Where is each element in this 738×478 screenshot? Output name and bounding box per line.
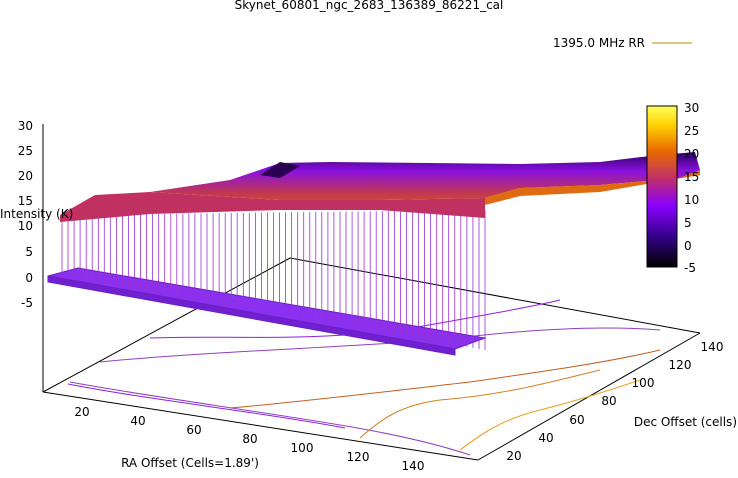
back-left-edge xyxy=(42,257,291,393)
y-tick-label: 20 xyxy=(506,449,521,463)
y-axis-label: Dec Offset (cells) xyxy=(634,415,737,429)
y-tick-label: 120 xyxy=(669,358,692,372)
contour-line xyxy=(69,381,471,456)
chart-title: Skynet_60801_ngc_2683_136389_86221_cal xyxy=(235,0,504,12)
x-axis-label: RA Offset (Cells=1.89') xyxy=(121,456,259,470)
z-tick-label: 15 xyxy=(18,194,33,208)
z-tick-label: 20 xyxy=(18,169,33,183)
y-tick-label: 80 xyxy=(601,394,616,408)
x-tick-label: 20 xyxy=(74,405,89,419)
x-axis-ticks: 20 40 60 80 100 120 140 xyxy=(74,405,424,473)
z-axis-label: Intensity (K) xyxy=(0,207,73,221)
z-axis-ticks: 30 25 20 15 10 5 0 -5 xyxy=(18,119,33,310)
contour-line xyxy=(229,349,661,409)
surface-peak xyxy=(260,162,300,178)
curtain-lines xyxy=(61,210,486,350)
y-tick-label: 140 xyxy=(701,340,724,354)
base-slab xyxy=(47,267,487,356)
z-tick-label: 25 xyxy=(18,144,33,158)
colorbar-box xyxy=(646,105,678,268)
surface xyxy=(60,152,700,222)
colorbar-tick-label: -5 xyxy=(684,261,696,275)
x-tick-label: 120 xyxy=(347,450,370,464)
contour-line xyxy=(67,383,346,429)
y-tick-label: 60 xyxy=(569,413,584,427)
x-tick-label: 100 xyxy=(291,441,314,455)
y-tick-label: 100 xyxy=(632,376,655,390)
y-tick-label: 40 xyxy=(538,431,553,445)
colorbar-tick-label: 0 xyxy=(684,239,692,253)
legend-label: 1395.0 MHz RR xyxy=(553,36,645,50)
colorbar-tick-label: 30 xyxy=(684,101,699,115)
z-tick-label: 10 xyxy=(18,219,33,233)
x-tick-label: 40 xyxy=(130,414,145,428)
contour-line xyxy=(459,379,641,451)
colorbar-tick-label: 25 xyxy=(684,124,699,138)
z-tick-label: 5 xyxy=(25,245,33,259)
z-tick-label: 30 xyxy=(18,119,33,133)
colorbar-tick-label: 20 xyxy=(684,147,699,161)
colorbar-tick-label: 10 xyxy=(684,193,699,207)
x-tick-label: 80 xyxy=(242,432,257,446)
colorbar-tick-label: 5 xyxy=(684,216,692,230)
colorbar-tick-label: 15 xyxy=(684,170,699,184)
x-tick-label: 140 xyxy=(402,459,425,473)
colorbar: 30 25 20 15 10 5 0 -5 xyxy=(646,101,699,275)
surface-right-edge xyxy=(485,170,700,205)
surface-front-face xyxy=(60,192,485,222)
z-tick-label: 0 xyxy=(25,271,33,285)
x-axis-line xyxy=(42,391,479,461)
z-tick-label: -5 xyxy=(21,296,33,310)
x-tick-label: 60 xyxy=(186,423,201,437)
contour-line xyxy=(359,369,601,439)
y-axis-ticks: 20 40 60 80 100 120 140 xyxy=(506,340,723,463)
base-slab-side xyxy=(47,275,456,356)
surface-top xyxy=(60,152,700,215)
